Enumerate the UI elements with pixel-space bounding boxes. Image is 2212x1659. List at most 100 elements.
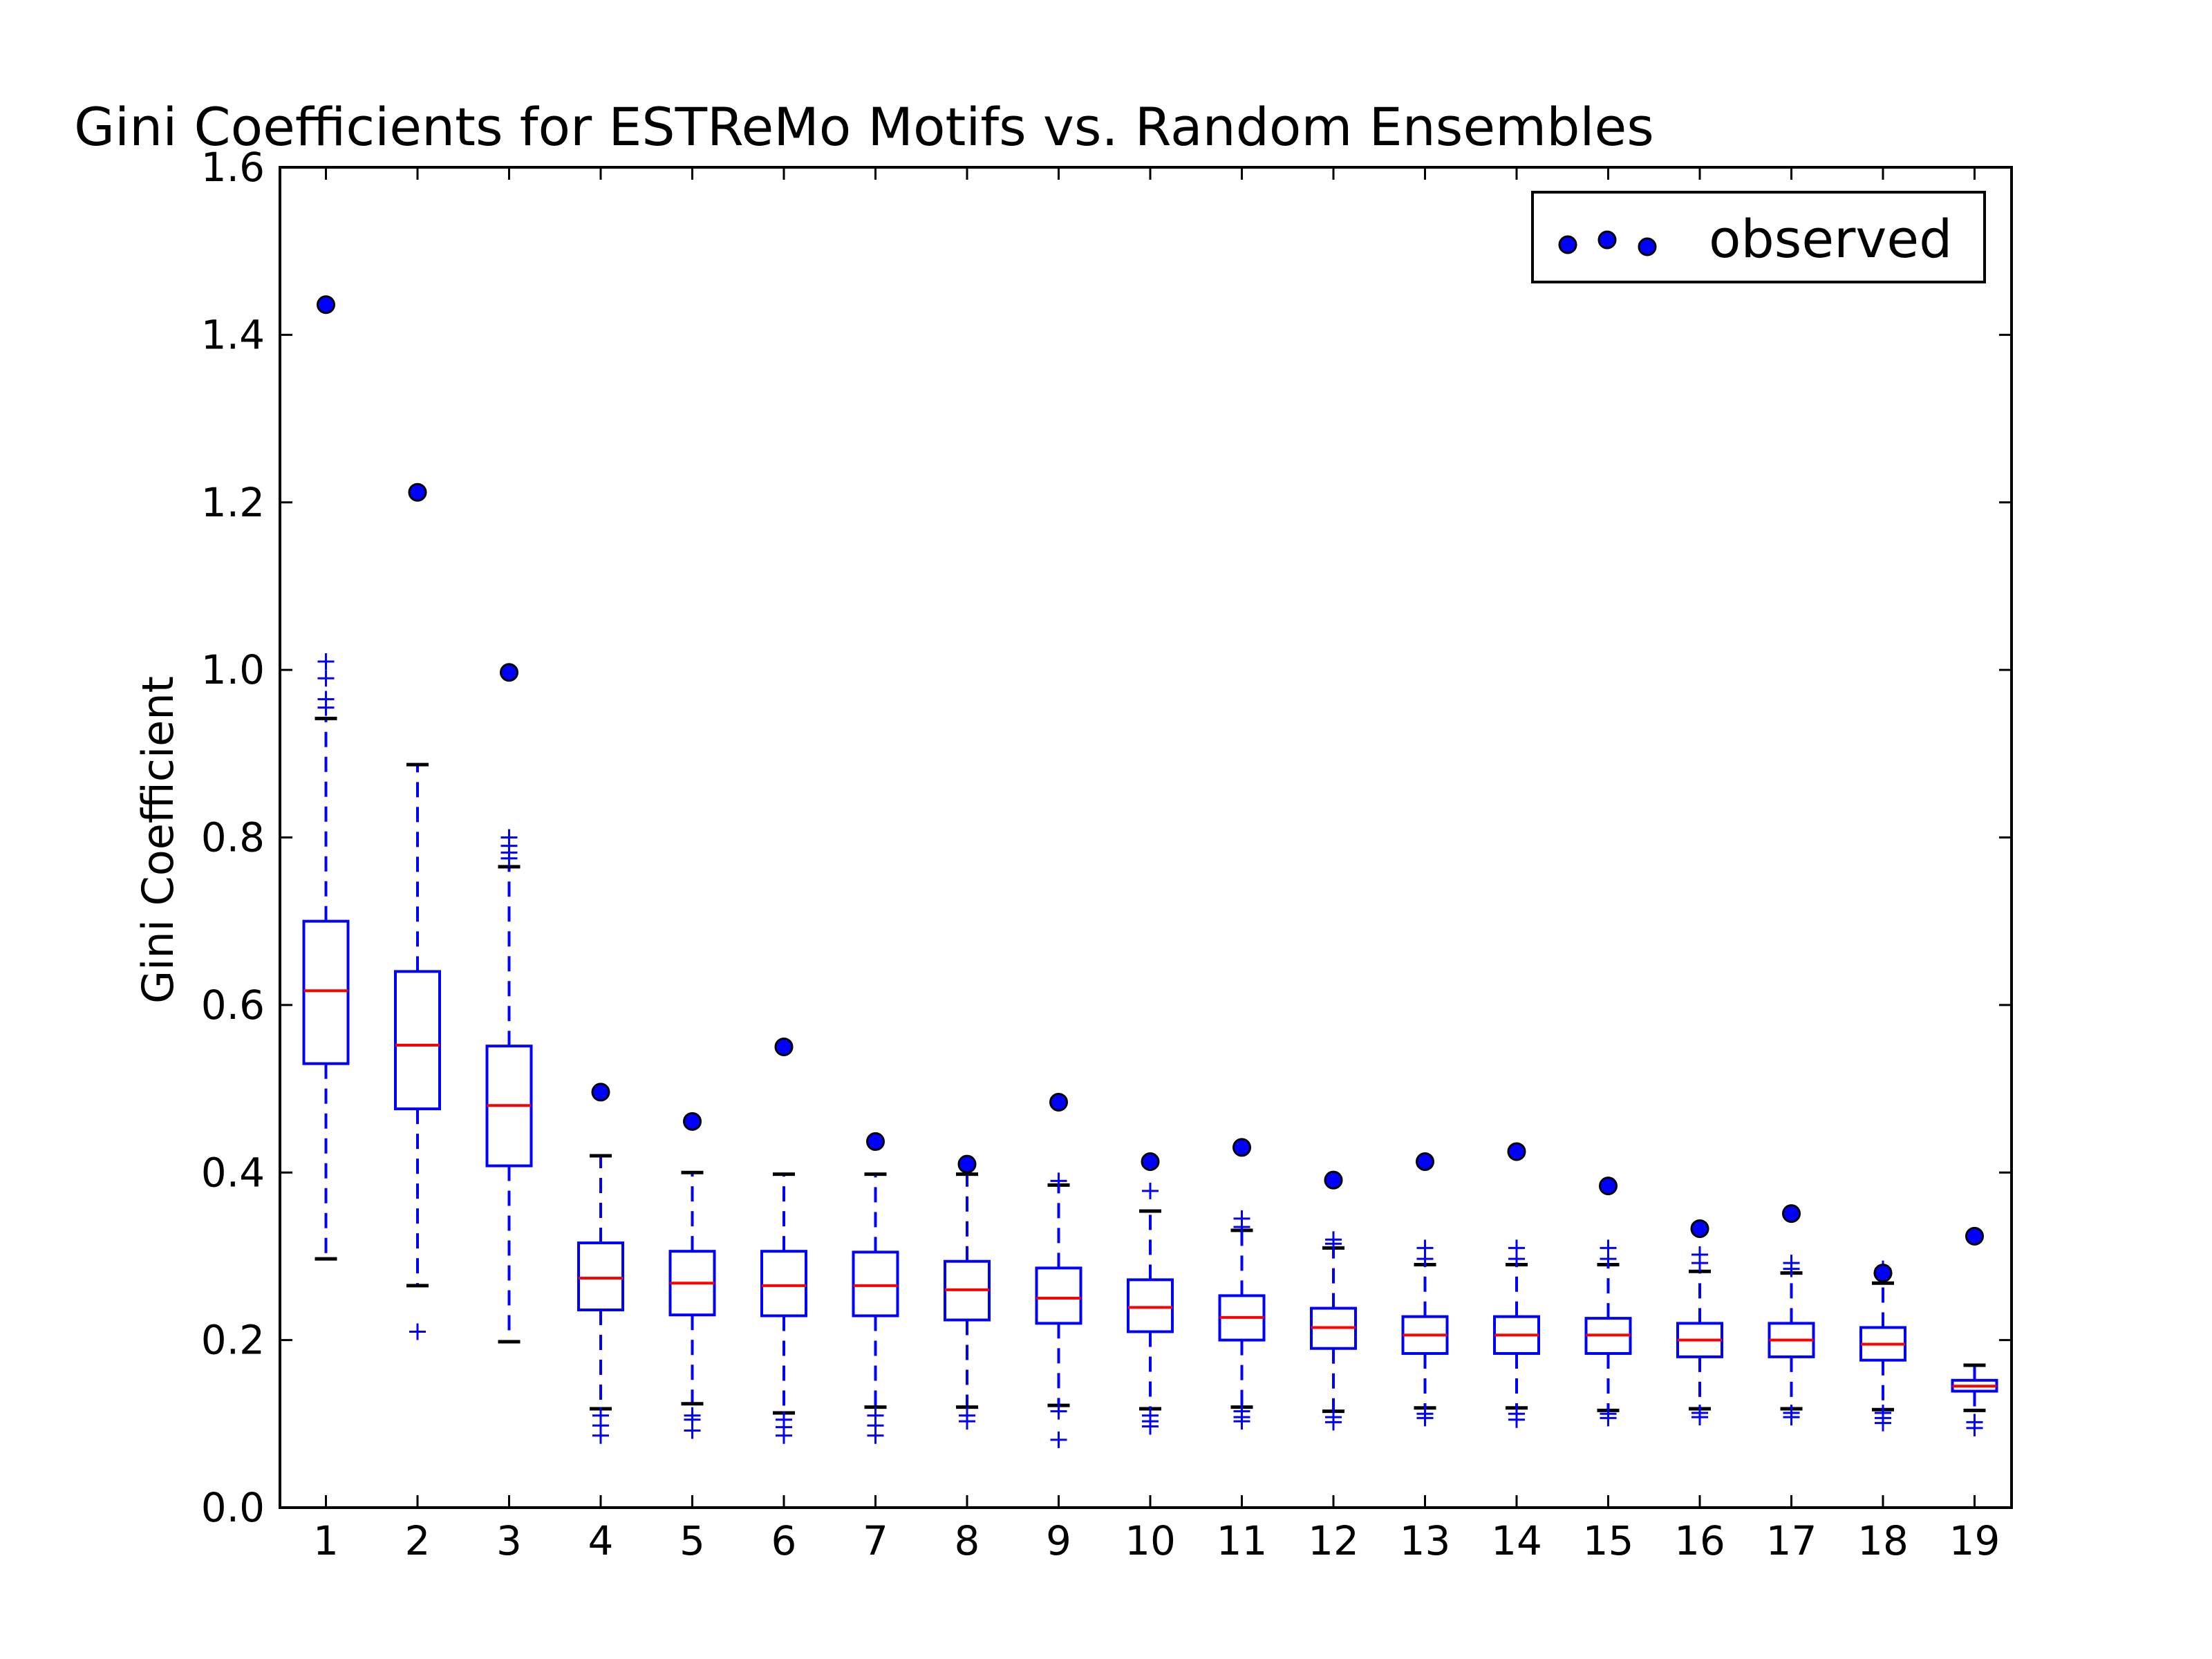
flier-marker bbox=[1783, 1260, 1800, 1277]
observed-point bbox=[1232, 1138, 1251, 1157]
legend-marker bbox=[1558, 235, 1577, 254]
y-tick-label: 0.8 bbox=[201, 814, 265, 861]
box-group bbox=[944, 1172, 991, 1430]
box bbox=[852, 1250, 899, 1318]
observed-point bbox=[1141, 1152, 1160, 1171]
x-tick-label: 14 bbox=[1491, 1517, 1542, 1564]
x-tick-label: 5 bbox=[679, 1517, 705, 1564]
x-tick-label: 17 bbox=[1766, 1517, 1817, 1564]
y-axis-label: Gini Coefficient bbox=[133, 676, 183, 1004]
observed-point bbox=[774, 1037, 794, 1056]
x-tick-label: 16 bbox=[1674, 1517, 1725, 1564]
observed-point bbox=[408, 482, 427, 502]
observed-point bbox=[591, 1082, 610, 1102]
flier-marker bbox=[1050, 1431, 1067, 1448]
observed-point bbox=[1599, 1177, 1618, 1196]
box-group bbox=[1218, 1210, 1266, 1430]
box bbox=[577, 1241, 624, 1311]
y-tick-label: 1.2 bbox=[201, 479, 265, 526]
observed-point bbox=[866, 1132, 885, 1151]
flier-marker bbox=[1508, 1411, 1525, 1428]
x-tick-label: 6 bbox=[771, 1517, 797, 1564]
flier-marker bbox=[592, 1427, 609, 1444]
observed-point bbox=[1416, 1152, 1434, 1171]
x-tick-label: 19 bbox=[1949, 1517, 2000, 1564]
flier-marker bbox=[1600, 1409, 1617, 1427]
flier-marker bbox=[1233, 1219, 1250, 1236]
flier-marker bbox=[1416, 1250, 1434, 1268]
observed-point bbox=[1782, 1204, 1801, 1224]
legend-label-observed: observed bbox=[1709, 208, 1952, 270]
box-group bbox=[394, 762, 441, 1340]
x-tick-label: 2 bbox=[405, 1517, 431, 1564]
plot-marks bbox=[302, 295, 1998, 1448]
flier-marker bbox=[1875, 1414, 1891, 1432]
box-group bbox=[760, 1172, 807, 1444]
observed-point bbox=[683, 1112, 702, 1131]
y-tick-label: 0.6 bbox=[201, 982, 265, 1029]
x-tick-label: 4 bbox=[588, 1517, 614, 1564]
chart-title: Gini Coefficients for ESTReMo Motifs vs.… bbox=[74, 96, 1654, 158]
box-group bbox=[852, 1172, 899, 1444]
observed-point bbox=[1965, 1226, 1984, 1246]
flier-marker bbox=[317, 691, 335, 708]
flier-marker bbox=[1325, 1235, 1342, 1253]
box bbox=[394, 970, 441, 1111]
flier-marker bbox=[500, 829, 518, 846]
box-group bbox=[1859, 1260, 1906, 1432]
y-tick-label: 0.0 bbox=[201, 1484, 265, 1531]
box-group bbox=[1127, 1182, 1174, 1435]
flier-marker bbox=[1508, 1250, 1525, 1268]
x-tick-label: 11 bbox=[1217, 1517, 1268, 1564]
flier-marker bbox=[1050, 1403, 1067, 1420]
y-tick-label: 1.4 bbox=[201, 311, 265, 358]
flier-marker bbox=[1966, 1419, 1983, 1436]
flier-marker bbox=[1783, 1409, 1800, 1426]
x-tick-label: 8 bbox=[955, 1517, 980, 1564]
x-tick-label: 15 bbox=[1583, 1517, 1634, 1564]
x-tick-label: 13 bbox=[1400, 1517, 1451, 1564]
observed-point bbox=[500, 663, 518, 682]
flier-marker bbox=[317, 670, 335, 687]
box-group bbox=[1951, 1363, 1998, 1436]
observed-point bbox=[957, 1154, 977, 1174]
box bbox=[1035, 1266, 1082, 1325]
legend: observed bbox=[1531, 191, 1986, 283]
flier-marker bbox=[1416, 1409, 1434, 1427]
observed-point bbox=[1507, 1142, 1526, 1161]
x-tick-label: 18 bbox=[1857, 1517, 1909, 1564]
box-group bbox=[577, 1154, 624, 1444]
box-group bbox=[1401, 1239, 1449, 1427]
x-tick-label: 9 bbox=[1046, 1517, 1071, 1564]
observed-point bbox=[1049, 1092, 1068, 1112]
flier-marker bbox=[1691, 1409, 1708, 1426]
x-tick-label: 12 bbox=[1308, 1517, 1359, 1564]
axes: 0.00.20.40.60.81.01.21.41.61 2 3 4 5 6 7 8 9 10 11… bbox=[201, 144, 2012, 1564]
flier-marker bbox=[1600, 1250, 1617, 1268]
flier-marker bbox=[1233, 1413, 1250, 1430]
flier-marker bbox=[1142, 1182, 1159, 1199]
box bbox=[1127, 1278, 1174, 1333]
x-tick-label: 3 bbox=[496, 1517, 522, 1564]
flier-marker bbox=[1050, 1172, 1067, 1190]
y-tick-label: 1.6 bbox=[201, 144, 265, 191]
flier-marker bbox=[684, 1422, 701, 1439]
box-group bbox=[1035, 1172, 1082, 1448]
observed-point bbox=[1873, 1264, 1893, 1283]
observed-point bbox=[1690, 1219, 1709, 1238]
flier-marker bbox=[959, 1413, 975, 1430]
y-tick-label: 1.0 bbox=[201, 646, 265, 693]
x-tick-label: 7 bbox=[863, 1517, 888, 1564]
box-group bbox=[1676, 1246, 1723, 1426]
observed-point bbox=[317, 295, 335, 315]
y-tick-label: 0.2 bbox=[201, 1317, 265, 1364]
box-group bbox=[1584, 1239, 1632, 1427]
box-group bbox=[1493, 1239, 1540, 1428]
y-tick-label: 0.4 bbox=[201, 1149, 265, 1196]
flier-marker bbox=[1325, 1414, 1342, 1431]
box bbox=[302, 919, 350, 1065]
box-group bbox=[1768, 1255, 1815, 1426]
legend-marker bbox=[1597, 230, 1617, 250]
flier-marker bbox=[317, 653, 335, 671]
